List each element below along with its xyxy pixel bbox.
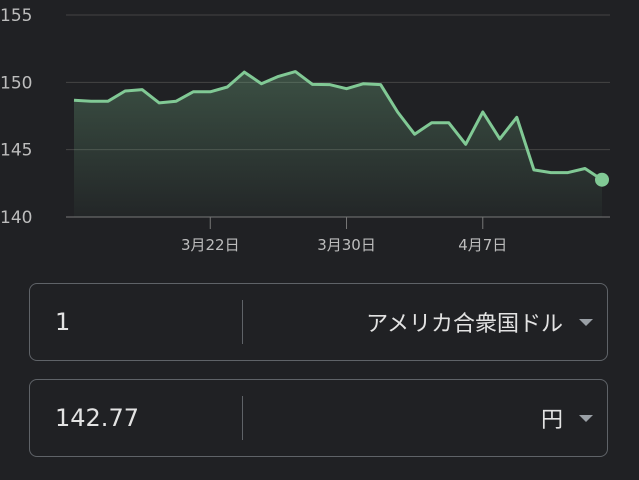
to-amount-input[interactable]: 142.77 xyxy=(55,404,139,432)
y-tick-label: 145 xyxy=(0,141,32,161)
to-currency-select[interactable]: 円 xyxy=(243,402,607,434)
divider xyxy=(242,396,243,440)
from-currency-row: 1 アメリカ合衆国ドル xyxy=(29,283,608,361)
from-amount-input[interactable]: 1 xyxy=(55,308,71,336)
dropdown-arrow-icon xyxy=(579,414,593,422)
chart-line xyxy=(73,70,603,181)
x-tick-label: 3月30日 xyxy=(317,236,376,254)
y-tick-label: 150 xyxy=(0,73,32,93)
from-currency-select[interactable]: アメリカ合衆国ドル xyxy=(243,306,607,338)
x-tick-label: 4月7日 xyxy=(458,236,507,254)
y-tick-label: 155 xyxy=(0,6,32,26)
from-currency-label: アメリカ合衆国ドル xyxy=(366,312,563,337)
x-tick-label: 3月22日 xyxy=(181,236,240,254)
to-currency-row: 142.77 円 xyxy=(29,379,608,457)
chart-area-fill xyxy=(74,71,602,217)
dropdown-arrow-icon xyxy=(579,318,593,326)
divider xyxy=(242,300,243,344)
y-tick-label: 140 xyxy=(0,208,32,228)
exchange-rate-chart[interactable]: 140 145 150 155 3月22日 3月30日 4月7日 xyxy=(0,0,639,270)
current-point xyxy=(595,172,609,187)
to-currency-label: 円 xyxy=(540,408,563,433)
